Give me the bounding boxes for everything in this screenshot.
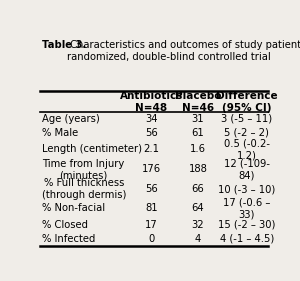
Text: 2.1: 2.1	[143, 144, 159, 155]
Text: 4 (-1 – 4.5): 4 (-1 – 4.5)	[220, 234, 274, 244]
Text: 176: 176	[142, 164, 161, 175]
Text: 188: 188	[188, 164, 207, 175]
Text: 61: 61	[191, 128, 204, 138]
Text: 17: 17	[145, 220, 158, 230]
Text: Placebo
N=46: Placebo N=46	[175, 91, 221, 113]
Text: 0.5 (-0.2-
1.2): 0.5 (-0.2- 1.2)	[224, 139, 270, 160]
Text: % Closed: % Closed	[42, 220, 88, 230]
Text: 5 (-2 – 2): 5 (-2 – 2)	[224, 128, 269, 138]
Text: % Full thickness
(through dermis): % Full thickness (through dermis)	[42, 178, 127, 200]
Text: 3 (-5 – 11): 3 (-5 – 11)	[221, 114, 272, 124]
Text: % Infected: % Infected	[42, 234, 95, 244]
Text: 0: 0	[148, 234, 154, 244]
Text: Difference
(95% CI): Difference (95% CI)	[216, 91, 278, 113]
Text: 56: 56	[145, 128, 158, 138]
Text: Length (centimeter): Length (centimeter)	[42, 144, 142, 155]
Text: Table 3.: Table 3.	[42, 40, 86, 50]
Text: 64: 64	[192, 203, 204, 213]
Text: 4: 4	[195, 234, 201, 244]
Text: 12 (-109-
84): 12 (-109- 84)	[224, 158, 270, 180]
Text: 56: 56	[145, 184, 158, 194]
Text: Age (years): Age (years)	[42, 114, 100, 124]
Text: 32: 32	[192, 220, 204, 230]
Text: 31: 31	[192, 114, 204, 124]
Text: 66: 66	[191, 184, 204, 194]
Text: % Non-facial: % Non-facial	[42, 203, 105, 213]
Text: 1.6: 1.6	[190, 144, 206, 155]
Text: Antibiotics
N=48: Antibiotics N=48	[120, 91, 183, 113]
Text: 15 (-2 – 30): 15 (-2 – 30)	[218, 220, 275, 230]
Text: Time from Injury
(minutes): Time from Injury (minutes)	[42, 158, 124, 180]
Text: % Male: % Male	[42, 128, 78, 138]
Text: 17 (-0.6 –
33): 17 (-0.6 – 33)	[223, 198, 270, 219]
Text: 34: 34	[145, 114, 158, 124]
Text: 81: 81	[145, 203, 158, 213]
Text: 10 (-3 – 10): 10 (-3 – 10)	[218, 184, 275, 194]
Text: Characteristics and outcomes of study patients in the
randomized, double-blind c: Characteristics and outcomes of study pa…	[67, 40, 300, 62]
